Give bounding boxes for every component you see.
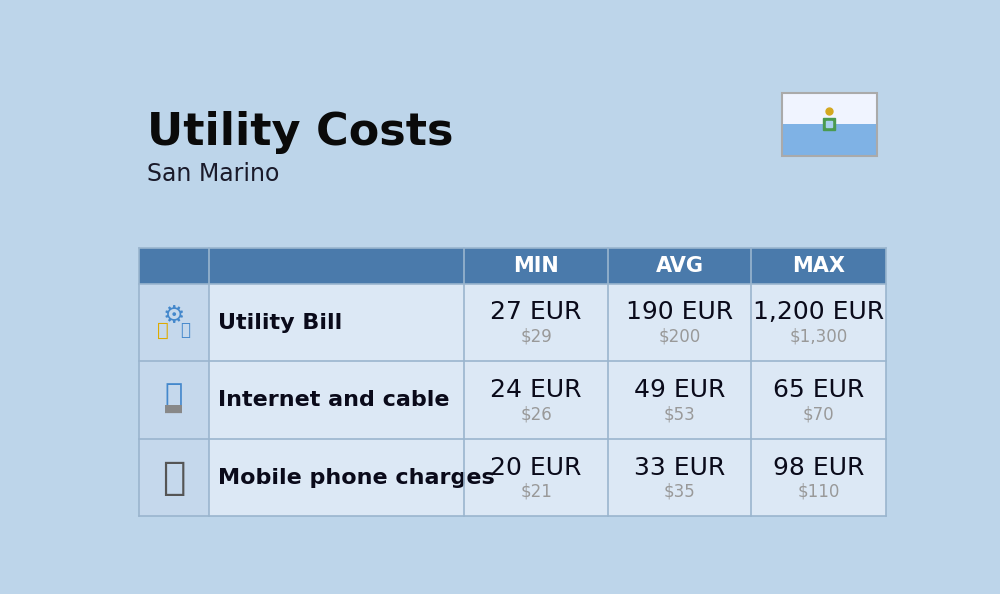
Bar xyxy=(608,361,751,439)
Text: $26: $26 xyxy=(520,405,552,423)
Text: San Marino: San Marino xyxy=(147,162,279,186)
Text: Internet and cable: Internet and cable xyxy=(218,390,450,410)
Text: 27 EUR: 27 EUR xyxy=(490,301,582,324)
Text: Utility Bill: Utility Bill xyxy=(218,312,342,333)
Text: 49 EUR: 49 EUR xyxy=(634,378,725,402)
Text: 98 EUR: 98 EUR xyxy=(773,456,864,479)
Bar xyxy=(209,284,464,361)
Text: $1,300: $1,300 xyxy=(790,327,848,346)
Text: 📱: 📱 xyxy=(162,459,186,497)
Text: Utility Costs: Utility Costs xyxy=(147,111,453,154)
Text: 📦: 📦 xyxy=(180,321,190,339)
Bar xyxy=(608,439,751,516)
Text: 1,200 EUR: 1,200 EUR xyxy=(753,301,884,324)
Text: 65 EUR: 65 EUR xyxy=(773,378,864,402)
Text: 33 EUR: 33 EUR xyxy=(634,456,725,479)
Bar xyxy=(751,439,886,516)
Text: 20 EUR: 20 EUR xyxy=(490,456,582,479)
Bar xyxy=(139,248,886,284)
Bar xyxy=(782,93,877,156)
Text: $53: $53 xyxy=(664,405,695,423)
Bar xyxy=(782,124,877,156)
Text: Mobile phone charges: Mobile phone charges xyxy=(218,467,495,488)
Text: MIN: MIN xyxy=(513,256,559,276)
Bar xyxy=(139,284,209,361)
Bar xyxy=(209,361,464,439)
Text: 190 EUR: 190 EUR xyxy=(626,301,733,324)
Bar xyxy=(464,439,608,516)
Text: ▬: ▬ xyxy=(163,399,184,419)
Text: 🔌: 🔌 xyxy=(157,321,169,340)
Text: 〜: 〜 xyxy=(165,382,183,410)
Text: AVG: AVG xyxy=(656,256,704,276)
Bar xyxy=(209,439,464,516)
Bar xyxy=(464,361,608,439)
Bar xyxy=(782,93,877,124)
Text: $110: $110 xyxy=(797,482,840,501)
Text: 24 EUR: 24 EUR xyxy=(490,378,582,402)
Bar xyxy=(751,361,886,439)
Text: MAX: MAX xyxy=(792,256,845,276)
Text: $35: $35 xyxy=(664,482,695,501)
Text: ⚙: ⚙ xyxy=(163,304,185,328)
Text: $21: $21 xyxy=(520,482,552,501)
Bar xyxy=(139,439,209,516)
Text: $70: $70 xyxy=(803,405,834,423)
Bar xyxy=(139,361,209,439)
Text: $29: $29 xyxy=(520,327,552,346)
Bar xyxy=(608,284,751,361)
Text: $200: $200 xyxy=(658,327,701,346)
Bar xyxy=(464,284,608,361)
Bar xyxy=(751,284,886,361)
